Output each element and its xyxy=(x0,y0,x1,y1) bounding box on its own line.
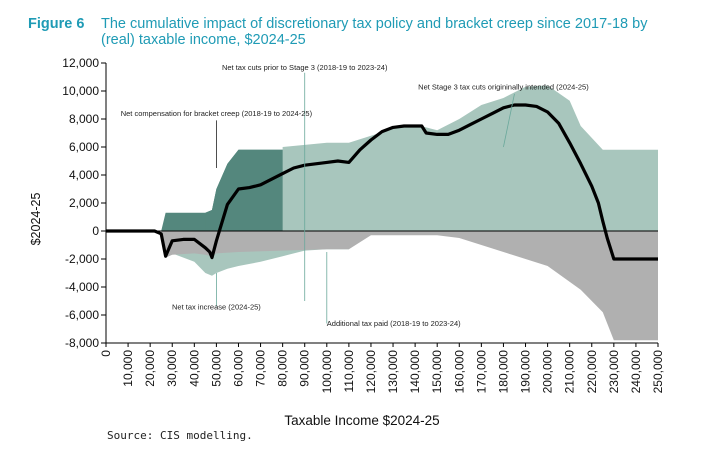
annotation-label: Net tax cuts prior to Stage 3 (2018-19 t… xyxy=(222,63,388,72)
y-tick-label: -2,000 xyxy=(65,252,99,266)
annotation-leader xyxy=(503,93,515,148)
x-tick-label: 230,000 xyxy=(607,350,621,394)
y-tick-label: 0 xyxy=(92,224,99,238)
y-tick-label: 2,000 xyxy=(69,196,99,210)
y-tick-label: 10,000 xyxy=(62,84,99,98)
x-tick-label: 110,000 xyxy=(342,350,356,393)
x-tick-label: 190,000 xyxy=(519,350,533,394)
x-tick-label: 130,000 xyxy=(386,350,400,394)
x-tick-label: 180,000 xyxy=(496,350,510,394)
y-axis-title: $2024-25 xyxy=(29,193,43,246)
annotation-label: Net tax increase (2024-25) xyxy=(172,302,261,311)
x-tick-label: 80,000 xyxy=(276,350,290,387)
x-tick-label: 100,000 xyxy=(320,350,334,394)
x-tick-label: 160,000 xyxy=(452,350,466,394)
y-tick-label: -8,000 xyxy=(65,336,99,350)
area-net-stage-3-tax-cuts-origininally-intend xyxy=(282,85,658,232)
annotation-label: Net compensation for bracket creep (2018… xyxy=(121,109,313,118)
x-tick-label: 20,000 xyxy=(143,350,157,387)
net-impact-line xyxy=(106,103,658,261)
figure-title: The cumulative impact of discretionary t… xyxy=(101,16,648,48)
x-axis-title: Taxable Income $2024-25 xyxy=(284,413,439,428)
y-tick-label: 4,000 xyxy=(69,168,99,182)
x-tick-label: 240,000 xyxy=(629,350,643,394)
y-tick-label: 6,000 xyxy=(69,140,99,154)
area-additional-tax-paid-2018-19-to-2023-24 xyxy=(150,231,658,341)
y-tick-label: -4,000 xyxy=(65,280,99,294)
y-tick-label: 12,000 xyxy=(62,56,99,70)
x-tick-label: 60,000 xyxy=(231,350,245,387)
x-tick-label: 0 xyxy=(99,350,113,357)
y-tick-label: 8,000 xyxy=(69,112,99,126)
x-tick-label: 200,000 xyxy=(541,350,555,394)
x-tick-label: 220,000 xyxy=(585,350,599,394)
x-tick-label: 210,000 xyxy=(563,350,577,394)
x-tick-label: 170,000 xyxy=(474,350,488,394)
x-tick-label: 40,000 xyxy=(187,350,201,387)
annotation-label: Additional tax paid (2018-19 to 2023-24) xyxy=(327,319,461,328)
x-tick-label: 140,000 xyxy=(408,350,422,394)
annotation-label: Net Stage 3 tax cuts origininally intend… xyxy=(418,83,589,92)
y-tick-label: -6,000 xyxy=(65,308,99,322)
x-tick-label: 70,000 xyxy=(254,350,268,387)
x-tick-label: 90,000 xyxy=(298,350,312,387)
source-note: Source: CIS modelling. xyxy=(107,429,253,442)
x-tick-label: 30,000 xyxy=(165,350,179,387)
x-tick-label: 150,000 xyxy=(430,350,444,394)
x-tick-label: 250,000 xyxy=(651,350,665,394)
x-tick-label: 120,000 xyxy=(364,350,378,394)
figure-number: Figure 6 xyxy=(28,16,85,32)
x-tick-label: 10,000 xyxy=(121,350,135,387)
x-tick-label: 50,000 xyxy=(209,350,223,387)
